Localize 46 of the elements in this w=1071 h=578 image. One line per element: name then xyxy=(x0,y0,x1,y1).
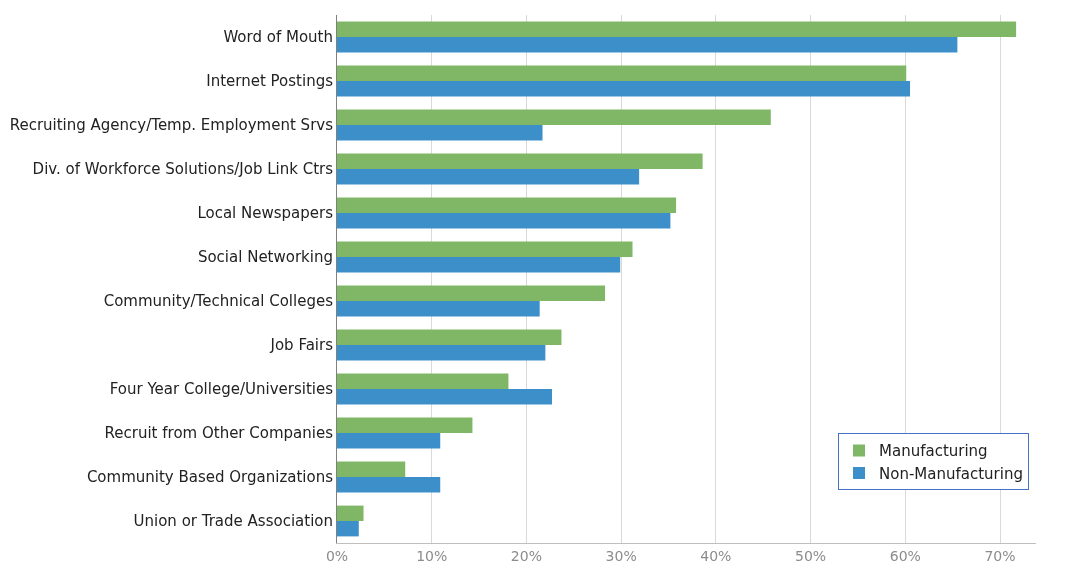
y-tick-label: Recruiting Agency/Temp. Employment Srvs xyxy=(9,116,334,135)
y-tick-label: Social Networking xyxy=(197,248,333,267)
y-tick-label: Union or Trade Association xyxy=(133,512,333,531)
bar xyxy=(337,213,671,229)
bar xyxy=(337,257,621,273)
x-tick-label: 0% xyxy=(325,547,349,564)
x-tick-label: 70% xyxy=(984,547,1016,564)
legend-label: Non-Manufacturing xyxy=(879,464,1023,483)
bar xyxy=(337,109,771,125)
bar xyxy=(337,345,546,361)
x-tick-label: 10% xyxy=(416,547,448,564)
x-tick-label: 50% xyxy=(795,547,827,564)
y-tick-label: Community/Technical Colleges xyxy=(103,292,334,311)
y-tick-label: Community Based Organizations xyxy=(86,468,334,487)
bar xyxy=(337,477,441,493)
bar xyxy=(337,373,509,389)
bar xyxy=(337,285,606,301)
bar xyxy=(337,505,364,521)
bar xyxy=(337,329,562,345)
bar xyxy=(337,433,441,449)
y-tick-label: Job Fairs xyxy=(269,336,334,355)
bar xyxy=(337,461,406,477)
bar xyxy=(337,169,640,185)
y-tick-label: Internet Postings xyxy=(206,72,334,91)
y-tick-label: Four Year College/Universities xyxy=(109,380,334,399)
y-tick-label: Local Newspapers xyxy=(197,204,334,223)
legend-label: Manufacturing xyxy=(879,442,988,461)
bar xyxy=(337,301,540,317)
x-tick-label: 40% xyxy=(700,547,732,564)
bar xyxy=(337,81,911,97)
x-tick-label: 20% xyxy=(510,547,542,564)
bar xyxy=(337,389,552,405)
bar xyxy=(337,241,633,257)
bar xyxy=(337,65,907,81)
y-tick-label: Div. of Workforce Solutions/Job Link Ctrs xyxy=(32,160,334,179)
bar xyxy=(337,521,359,537)
x-tick-label: 60% xyxy=(889,547,921,564)
y-tick-label: Word of Mouth xyxy=(223,28,333,47)
bar xyxy=(337,153,703,169)
bar xyxy=(337,197,677,213)
bar xyxy=(337,21,1017,37)
bar xyxy=(337,417,473,433)
y-tick-label: Recruit from Other Companies xyxy=(104,424,334,443)
bar xyxy=(337,125,543,141)
bar xyxy=(337,37,958,53)
x-tick-label: 30% xyxy=(605,547,637,564)
